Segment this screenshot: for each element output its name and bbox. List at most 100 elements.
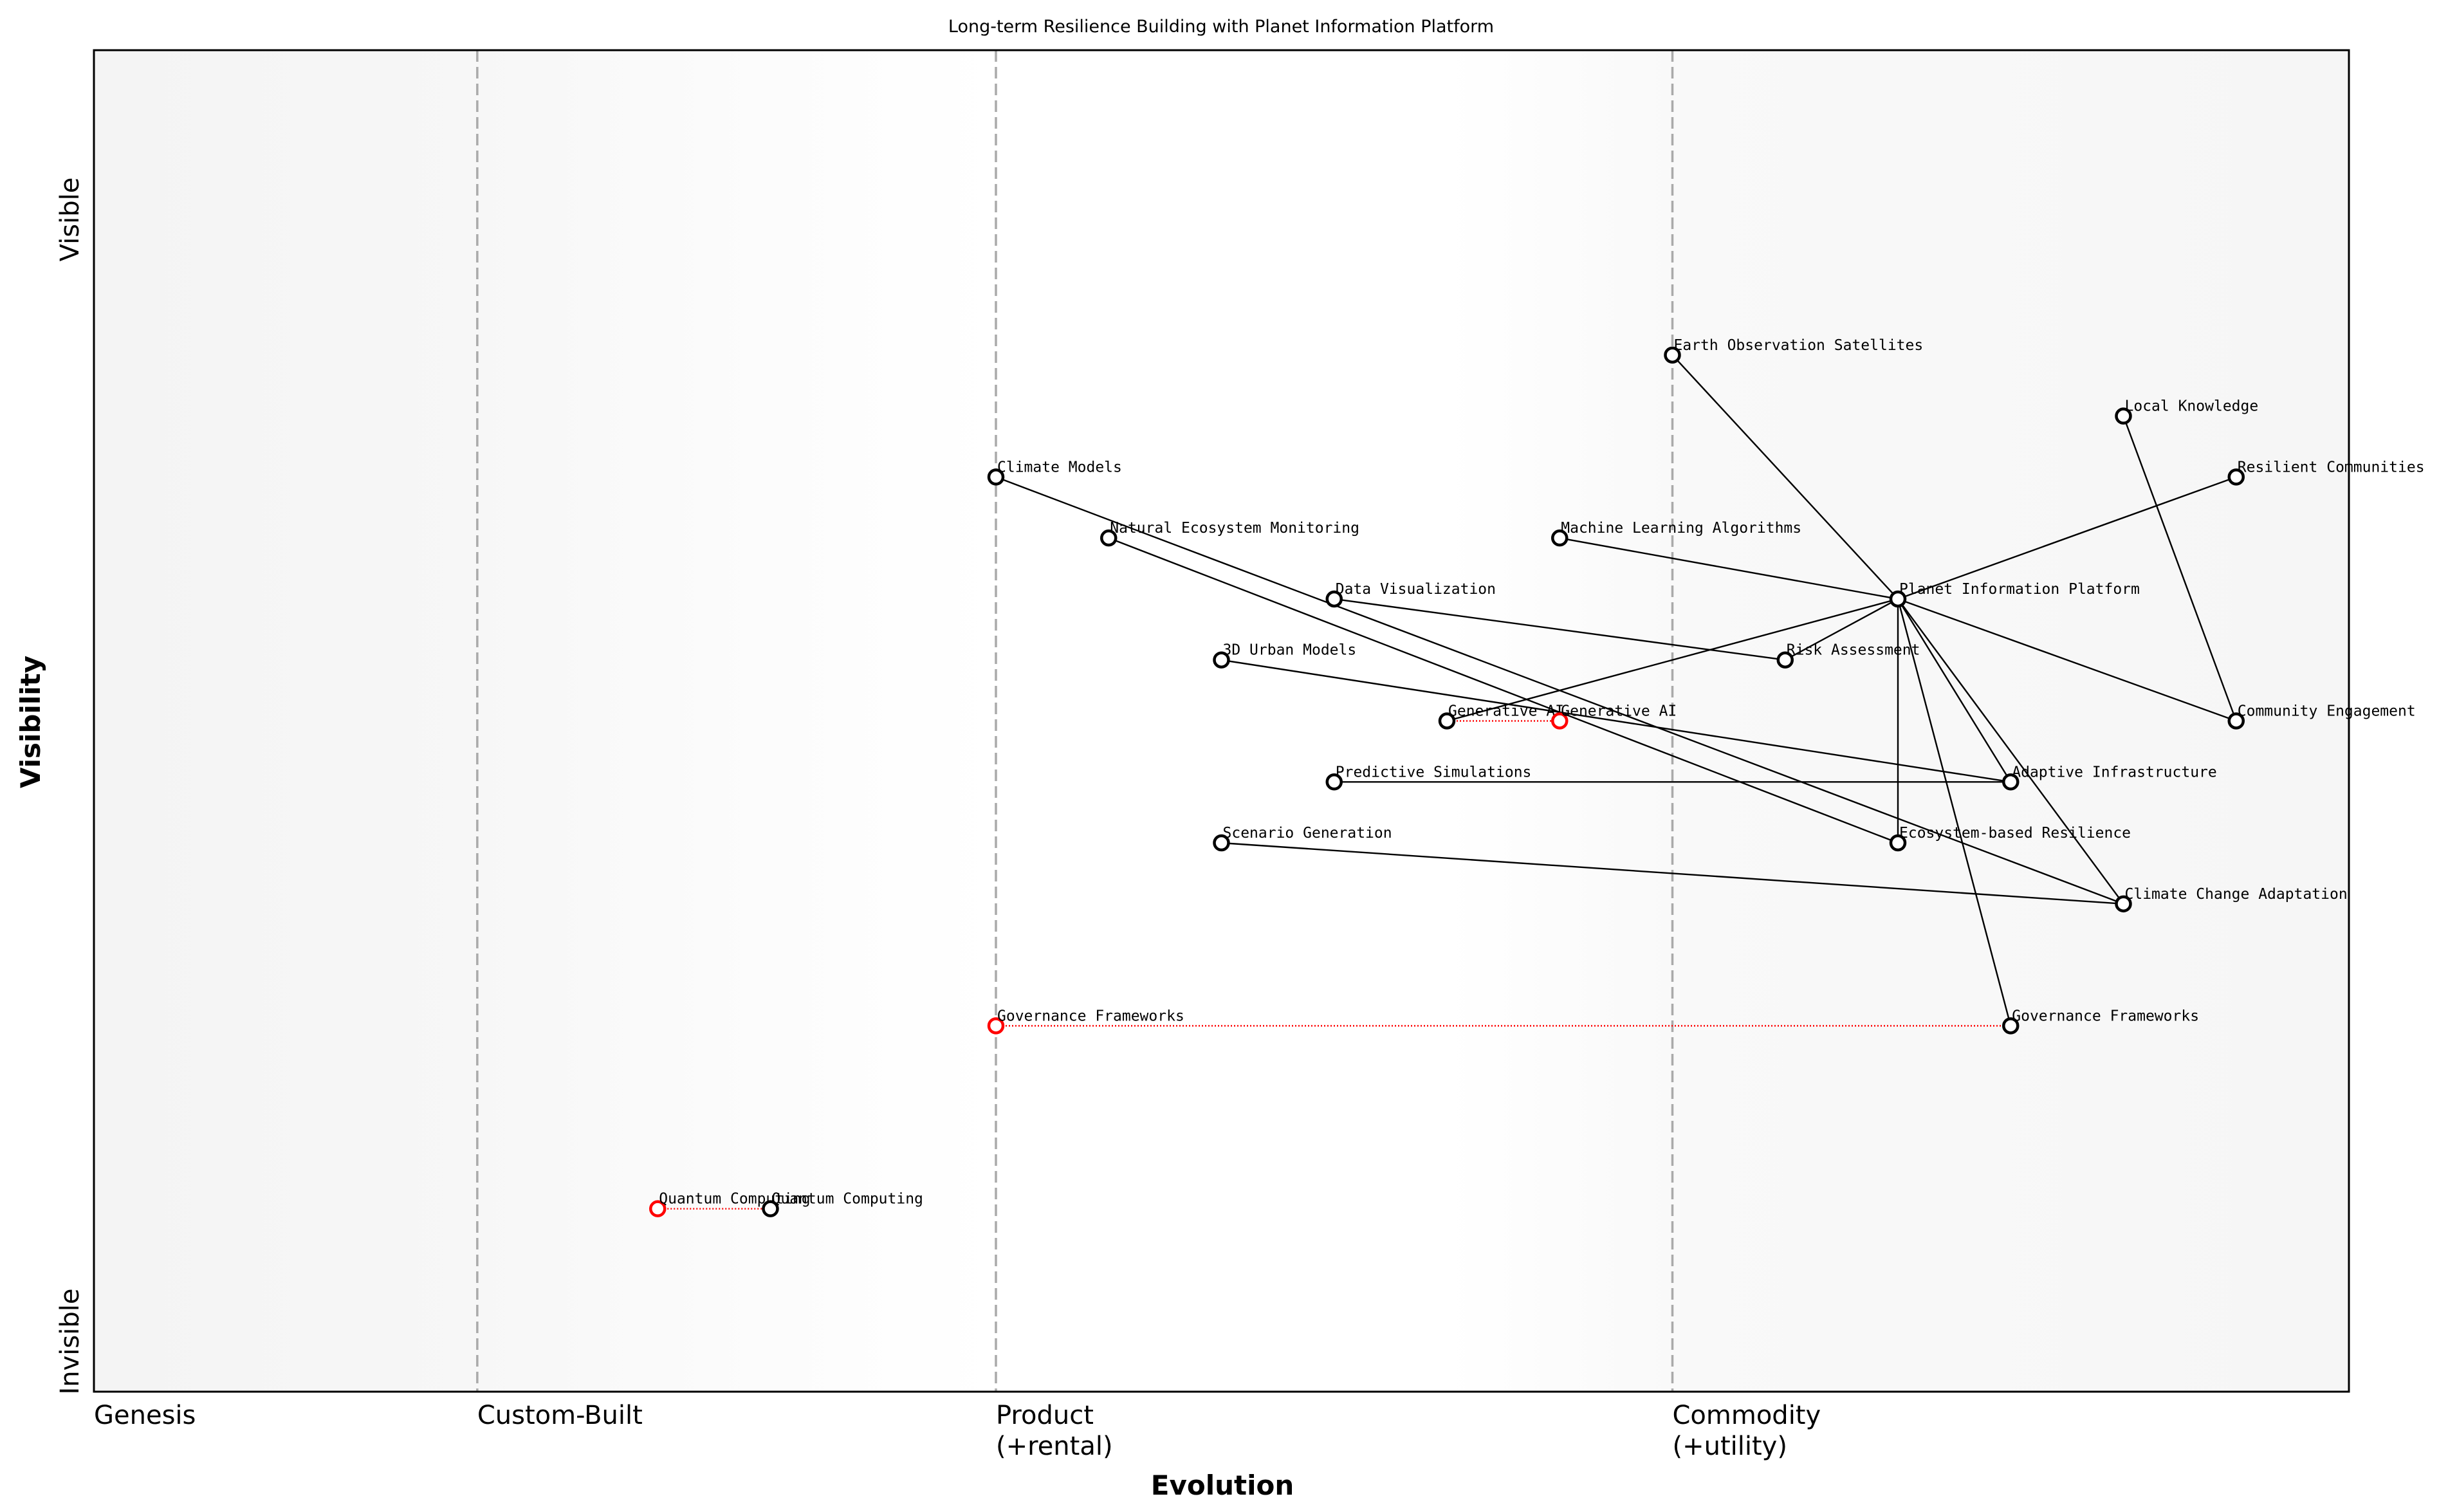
component-machine-learning-algorithms[interactable]: Machine Learning Algorithms — [1551, 520, 1801, 547]
component-risk-assessment[interactable]: Risk Assessment — [1776, 642, 1920, 668]
component-label: Resilient Communities — [2238, 459, 2425, 475]
stage-label-line: Custom-Built — [477, 1401, 643, 1430]
component-marker[interactable] — [1100, 529, 1118, 547]
component-label: Generative AI — [1561, 703, 1677, 720]
components: Earth Observation Satellites Local Knowle… — [649, 337, 2425, 1217]
stage-label-line: (+utility) — [1673, 1432, 1787, 1461]
component-data-visualization[interactable]: Data Visualization — [1325, 581, 1496, 608]
component-label: Earth Observation Satellites — [1674, 337, 1924, 354]
plot-background — [94, 50, 2349, 1392]
component-label: Ecosystem-based Resilience — [1899, 825, 2131, 842]
link-planet-information-platform-to-climate-change-adaptation — [1897, 598, 2124, 905]
component-earth-observation-satellites[interactable]: Earth Observation Satellites — [1664, 337, 1924, 364]
component-label: Governance Frameworks — [997, 1008, 1184, 1024]
stage-label-product-rental: Product (+rental) — [996, 1401, 1113, 1461]
component-marker[interactable] — [1325, 773, 1343, 791]
stage-label-genesis: Genesis — [94, 1401, 196, 1430]
component-label: Risk Assessment — [1787, 642, 1920, 659]
link-natural-ecosystem-monitoring-to-ecosystem-based-resilience — [1108, 537, 1899, 844]
component-label: Community Engagement — [2238, 703, 2416, 720]
component-marker[interactable] — [1551, 712, 1569, 730]
component-marker[interactable] — [2227, 712, 2245, 730]
component-resilient-communities[interactable]: Resilient Communities — [2227, 459, 2425, 486]
component-label: Local Knowledge — [2125, 398, 2259, 415]
component-generative-ai[interactable]: Generative AI — [1551, 703, 1677, 730]
component-local-knowledge[interactable]: Local Knowledge — [2115, 398, 2259, 425]
evolution-arrows — [658, 720, 2011, 1210]
component-marker[interactable] — [2227, 468, 2245, 486]
y-axis-title: Visibility — [15, 656, 46, 788]
link-machine-learning-algorithms-to-planet-information-platform — [1560, 537, 1899, 600]
component-governance-frameworks[interactable]: Governance Frameworks — [987, 1008, 1184, 1035]
component-adaptive-infrastructure[interactable]: Adaptive Infrastructure — [2002, 764, 2217, 791]
component-climate-models[interactable]: Climate Models — [987, 459, 1122, 486]
component-label: Planet Information Platform — [1899, 581, 2140, 598]
link-resilient-communities-to-planet-information-platform — [1897, 476, 2237, 600]
component-marker[interactable] — [1776, 651, 1794, 668]
component-label: Data Visualization — [1336, 581, 1496, 598]
component-marker[interactable] — [1213, 834, 1230, 852]
link-data-visualization-to-risk-assessment — [1334, 598, 1785, 661]
component-marker[interactable] — [762, 1200, 779, 1217]
component-marker[interactable] — [1664, 346, 1681, 364]
component-label: Quantum Computing — [772, 1191, 923, 1208]
link-planet-information-platform-to-governance-frameworks — [1897, 598, 2012, 1026]
component-marker[interactable] — [1889, 590, 1907, 608]
component-label: Climate Change Adaptation — [2125, 886, 2348, 903]
stage-label-line: Genesis — [94, 1401, 196, 1430]
component-quantum-computing[interactable]: Quantum Computing — [762, 1191, 923, 1217]
link-earth-observation-satellites-to-planet-information-platform — [1671, 355, 1899, 600]
y-bottom-label: Invisible — [55, 1289, 85, 1395]
component-marker[interactable] — [1213, 651, 1230, 668]
stage-label-custom-built: Custom-Built — [477, 1401, 643, 1430]
link-local-knowledge-to-community-engagement — [2122, 416, 2237, 721]
component-3d-urban-models[interactable]: 3D Urban Models — [1213, 642, 1357, 668]
component-marker[interactable] — [2002, 1017, 2020, 1035]
component-marker[interactable] — [2002, 773, 2020, 791]
component-marker[interactable] — [2115, 895, 2132, 913]
chart-title: Long-term Resilience Building with Plane… — [948, 17, 1494, 37]
stage-label-commodity-utility: Commodity (+utility) — [1673, 1401, 1821, 1461]
component-governance-frameworks[interactable]: Governance Frameworks — [2002, 1008, 2199, 1035]
component-ecosystem-based-resilience[interactable]: Ecosystem-based Resilience — [1889, 825, 2131, 852]
component-quantum-computing[interactable]: Quantum Computing — [649, 1191, 811, 1217]
component-label: Predictive Simulations — [1336, 764, 1532, 780]
stage-label-line: (+rental) — [996, 1432, 1113, 1461]
stage-label-line: Product — [996, 1401, 1094, 1430]
link-planet-information-platform-to-community-engagement — [1897, 598, 2237, 722]
component-label: Quantum Computing — [659, 1191, 810, 1208]
link-risk-assessment-to-planet-information-platform — [1785, 598, 1899, 661]
component-planet-information-platform[interactable]: Planet Information Platform — [1889, 581, 2140, 608]
component-climate-change-adaptation[interactable]: Climate Change Adaptation — [2115, 886, 2348, 913]
component-label: Generative AI — [1448, 703, 1564, 720]
component-scenario-generation[interactable]: Scenario Generation — [1213, 825, 1392, 852]
stage-labels: Genesis Custom-Built Product (+rental) Commo… — [94, 1401, 1821, 1461]
component-label: Governance Frameworks — [2012, 1008, 2199, 1024]
link-scenario-generation-to-climate-change-adaptation — [1221, 842, 2124, 905]
component-marker[interactable] — [987, 468, 1005, 486]
link-climate-models-to-climate-change-adaptation — [995, 476, 2124, 905]
component-label: Natural Ecosystem Monitoring — [1110, 520, 1359, 537]
component-predictive-simulations[interactable]: Predictive Simulations — [1325, 764, 1532, 791]
component-marker[interactable] — [649, 1200, 667, 1217]
links — [995, 355, 2237, 1026]
component-marker[interactable] — [2115, 407, 2132, 425]
component-marker[interactable] — [1325, 590, 1343, 608]
component-generative-ai[interactable]: Generative AI — [1438, 703, 1564, 730]
x-axis-title: Evolution — [1151, 1470, 1294, 1501]
component-natural-ecosystem-monitoring[interactable]: Natural Ecosystem Monitoring — [1100, 520, 1359, 547]
stage-lines — [476, 50, 1674, 1392]
component-marker[interactable] — [1889, 834, 1907, 852]
component-marker[interactable] — [987, 1017, 1005, 1035]
component-marker[interactable] — [1438, 712, 1456, 730]
link-planet-information-platform-to-adaptive-infrastructure — [1897, 598, 2012, 782]
component-community-engagement[interactable]: Community Engagement — [2227, 703, 2416, 730]
stage-label-line: Commodity — [1673, 1401, 1821, 1430]
component-label: Adaptive Infrastructure — [2012, 764, 2217, 780]
link-generative-ai-to-planet-information-platform — [1446, 598, 1899, 722]
component-label: Climate Models — [997, 459, 1122, 475]
component-marker[interactable] — [1551, 529, 1569, 547]
component-label: Machine Learning Algorithms — [1561, 520, 1801, 537]
component-label: Scenario Generation — [1223, 825, 1392, 842]
